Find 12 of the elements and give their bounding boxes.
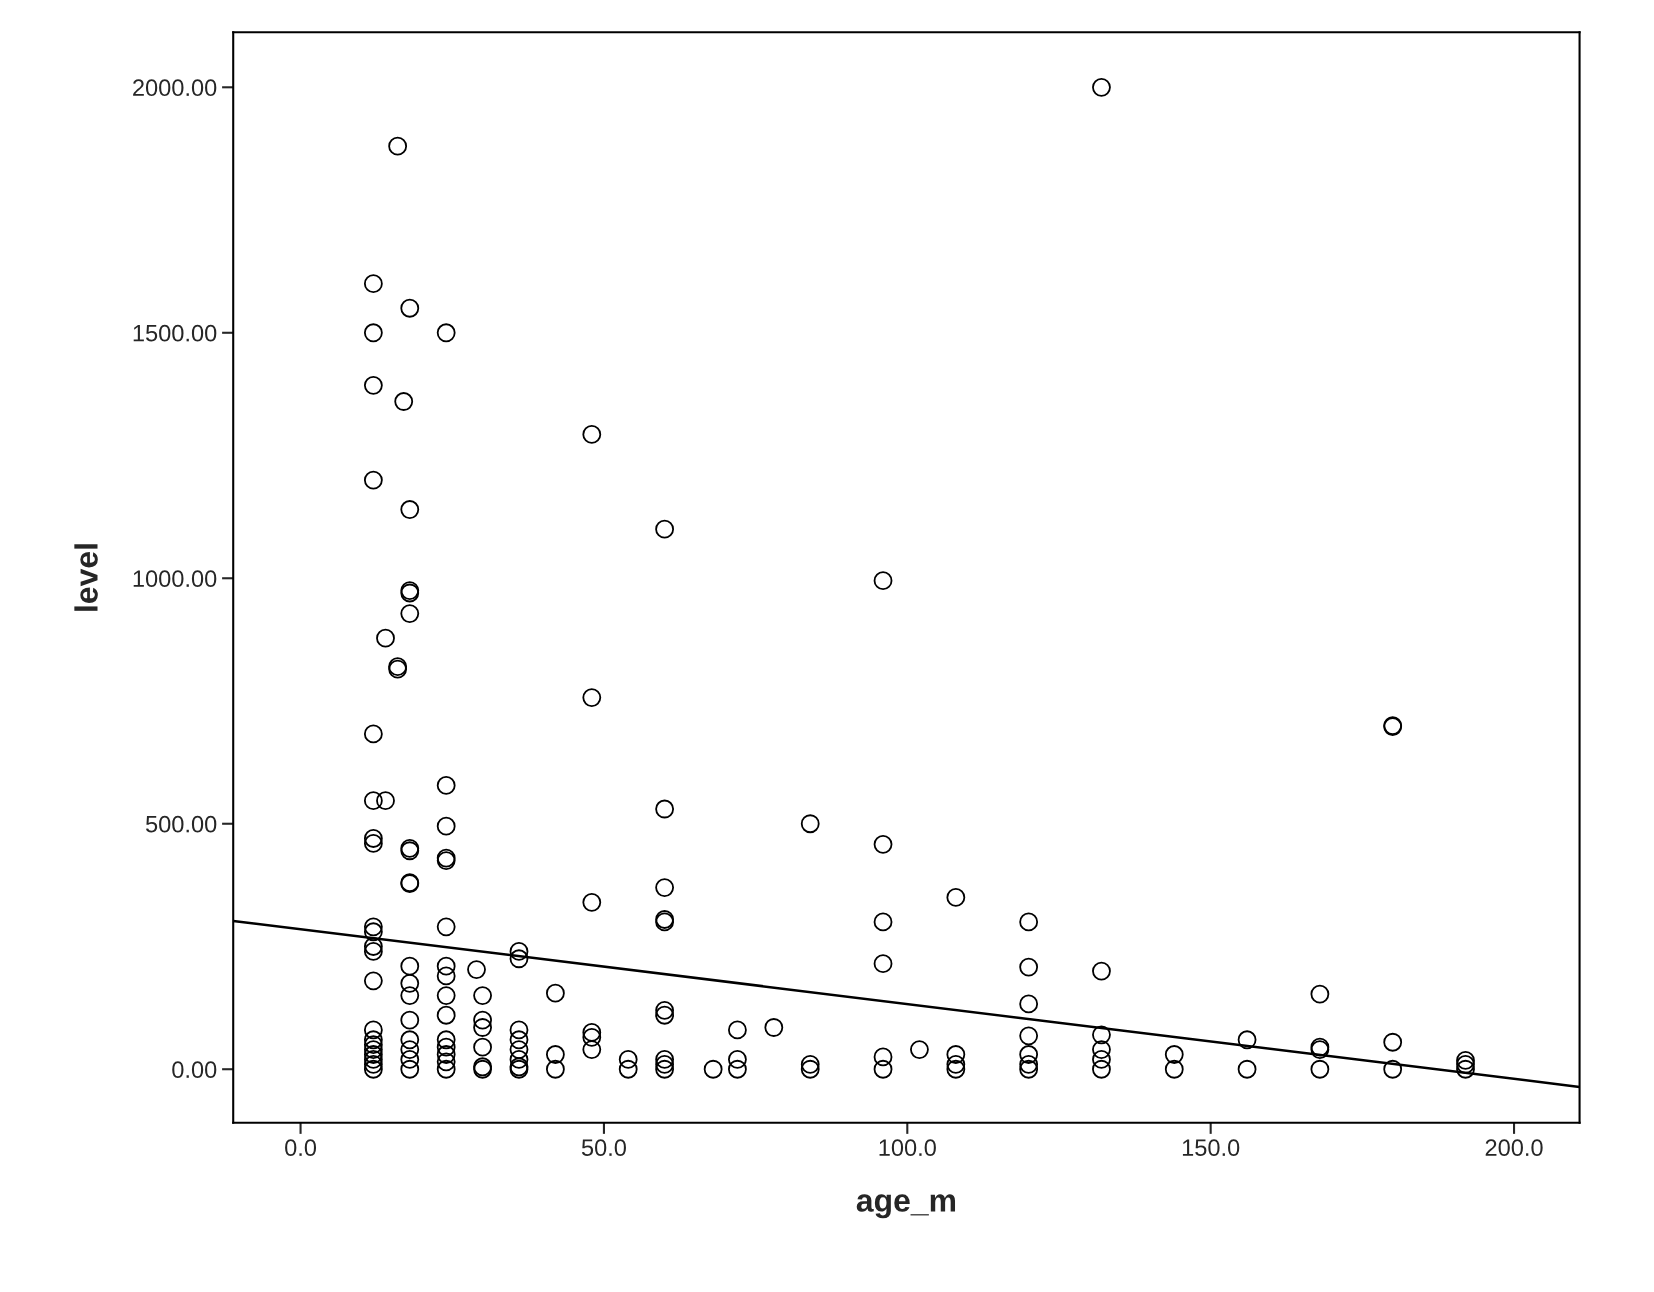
y-tick-label: 0.00 (172, 1061, 217, 1079)
x-tick-label: 150.0 (1182, 1139, 1240, 1157)
y-axis-title: level (74, 544, 98, 611)
y-tick-label: 1000.00 (133, 570, 217, 588)
x-tick-label: 200.0 (1485, 1139, 1543, 1157)
x-tick-label: 0.0 (285, 1139, 317, 1157)
y-tick-label: 1500.00 (133, 324, 217, 342)
x-axis-title: age_m (856, 1194, 956, 1219)
x-tick-label: 50.0 (581, 1139, 626, 1157)
x-tick-label: 100.0 (879, 1139, 936, 1157)
y-tick-label: 500.00 (145, 815, 217, 833)
y-tick-label: 2000.00 (133, 79, 217, 97)
